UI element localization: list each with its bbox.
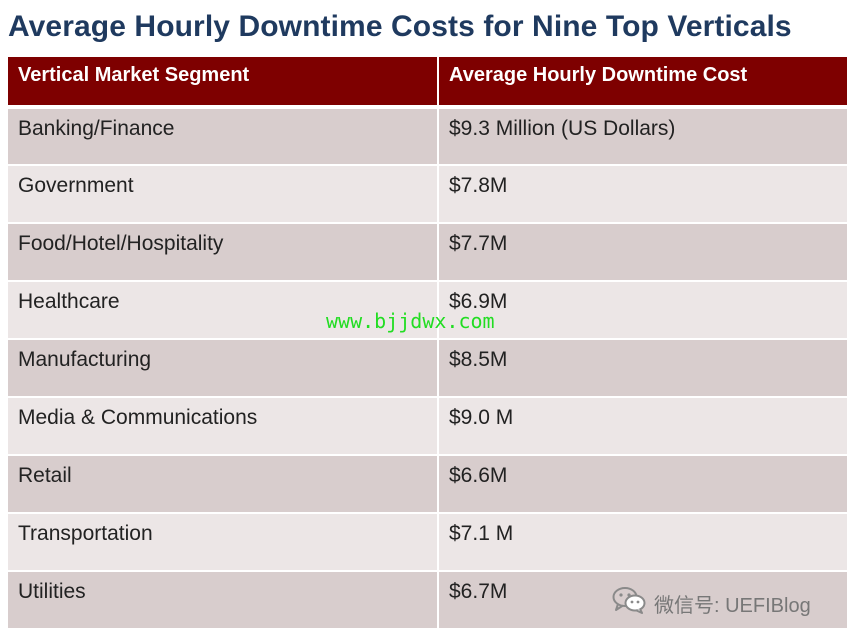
segment-cell: Transportation	[8, 513, 439, 572]
table-row: Food/Hotel/Hospitality $7.7M	[8, 223, 847, 282]
cost-cell: $9.0 M	[438, 397, 847, 456]
table-row: Retail $6.6M	[8, 455, 847, 514]
segment-cell: Banking/Finance	[8, 107, 439, 166]
segment-cell: Media & Communications	[8, 397, 439, 456]
table-row: Healthcare $6.9M	[8, 281, 847, 340]
wechat-icon	[612, 586, 654, 620]
segment-cell: Government	[8, 165, 439, 224]
website-watermark: www.bjjdwx.com	[326, 309, 495, 333]
cost-cell: $6.6M	[438, 455, 847, 514]
cost-cell: $7.7M	[438, 223, 847, 282]
cost-cell: $8.5M	[438, 339, 847, 398]
cost-cell: $9.3 Million (US Dollars)	[438, 107, 847, 166]
column-header-cost: Average Hourly Downtime Cost	[438, 57, 847, 109]
page-title: Average Hourly Downtime Costs for Nine T…	[8, 10, 792, 43]
segment-cell: Healthcare	[8, 281, 439, 340]
wechat-id-label: 微信号: UEFIBlog	[654, 594, 811, 617]
cost-cell: $7.8M	[438, 165, 847, 224]
cost-cell: $7.1 M	[438, 513, 847, 572]
table-row: Banking/Finance $9.3 Million (US Dollars…	[8, 107, 847, 166]
column-header-segment: Vertical Market Segment	[8, 57, 439, 109]
segment-cell: Manufacturing	[8, 339, 439, 398]
table-row: Transportation $7.1 M	[8, 513, 847, 572]
segment-cell: Utilities	[8, 571, 439, 630]
downtime-cost-table: Vertical Market Segment Average Hourly D…	[8, 57, 847, 630]
table-row: Media & Communications $9.0 M	[8, 397, 847, 456]
table-row: Government $7.8M	[8, 165, 847, 224]
segment-cell: Food/Hotel/Hospitality	[8, 223, 439, 282]
cost-cell: $6.9M	[438, 281, 847, 340]
segment-cell: Retail	[8, 455, 439, 514]
wechat-watermark: 微信号: UEFIBlog	[612, 586, 811, 620]
table-header-row: Vertical Market Segment Average Hourly D…	[8, 57, 847, 109]
table-row: Manufacturing $8.5M	[8, 339, 847, 398]
